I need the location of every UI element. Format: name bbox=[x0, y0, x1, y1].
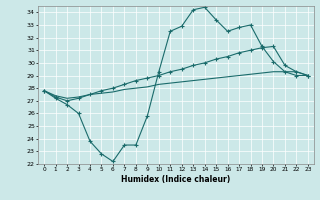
X-axis label: Humidex (Indice chaleur): Humidex (Indice chaleur) bbox=[121, 175, 231, 184]
